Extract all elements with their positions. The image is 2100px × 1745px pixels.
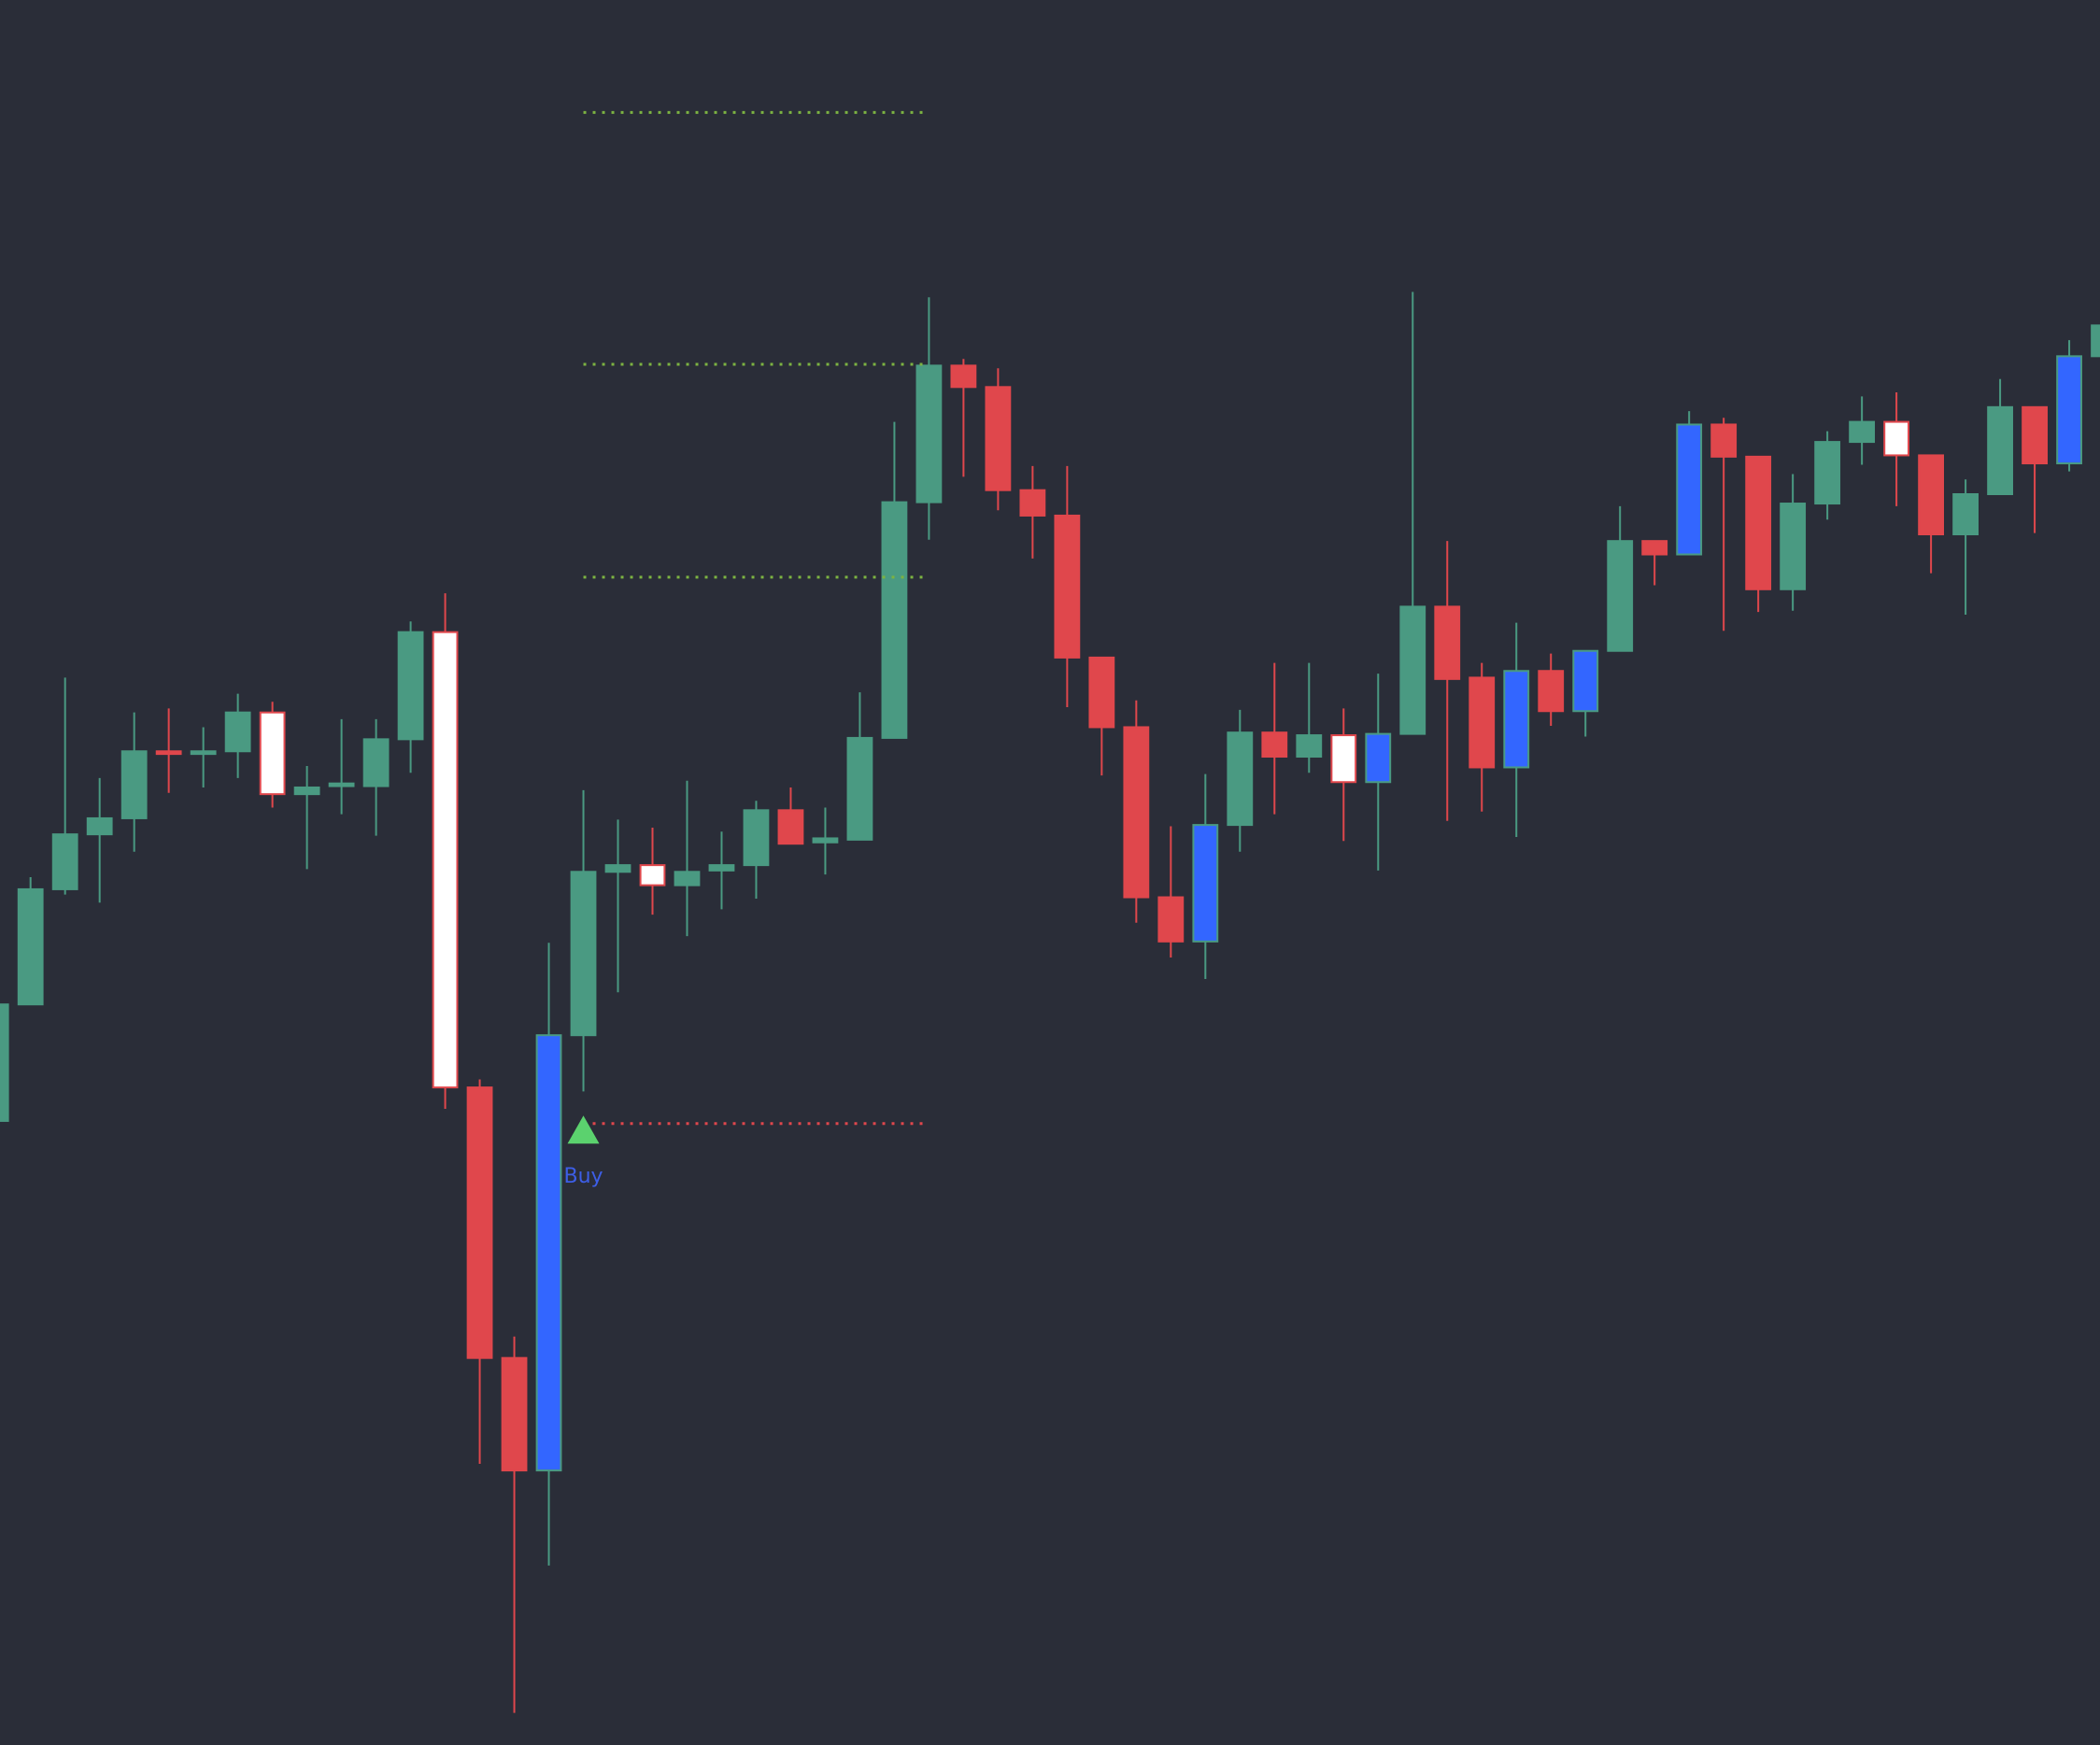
candle-body xyxy=(674,871,701,887)
candle-body xyxy=(1572,649,1599,713)
candle-body xyxy=(2091,324,2100,358)
candle-body xyxy=(1676,423,1703,556)
candle-body xyxy=(604,864,631,873)
candle-body xyxy=(1883,420,1910,457)
candle-body xyxy=(1330,734,1357,784)
candle-body xyxy=(1780,503,1807,590)
candle-body xyxy=(328,782,355,787)
candle-body xyxy=(1814,441,1841,505)
candle-body xyxy=(1469,676,1496,769)
candle-body xyxy=(1054,514,1081,659)
candle-body xyxy=(708,864,735,872)
candle-body xyxy=(1745,455,1772,590)
candle-body xyxy=(1192,824,1219,943)
candle-body xyxy=(293,786,320,796)
candle-body xyxy=(1503,670,1530,769)
candle-body xyxy=(985,386,1012,491)
candle-body xyxy=(155,750,182,756)
candle-body xyxy=(432,631,459,1089)
signal-label: Buy xyxy=(563,1165,603,1188)
candle-body xyxy=(1088,656,1115,729)
candle-body xyxy=(2022,405,2048,465)
candle-body xyxy=(1399,605,1426,735)
candle-body xyxy=(51,833,78,890)
candle-body xyxy=(1123,726,1150,899)
candle-body xyxy=(1918,454,1945,536)
candle-body xyxy=(1434,605,1461,680)
candle-body xyxy=(397,631,424,741)
candle-body xyxy=(881,501,908,739)
candle-body xyxy=(190,750,217,756)
candle-body xyxy=(1987,405,2013,496)
candle-body xyxy=(535,1034,562,1472)
candle-body xyxy=(1261,731,1288,758)
candle-body xyxy=(2056,355,2082,465)
candle-body xyxy=(362,738,390,787)
candle-body xyxy=(1227,731,1254,827)
candle-body xyxy=(501,1356,528,1472)
candle-body xyxy=(777,809,804,845)
candle-body xyxy=(915,364,943,504)
candle-body xyxy=(1641,540,1668,556)
candle-body xyxy=(1538,670,1565,713)
candle-body xyxy=(121,750,148,819)
candle-body xyxy=(1019,489,1046,517)
candle-body xyxy=(743,809,770,867)
candle-body xyxy=(639,864,666,887)
candle-body xyxy=(17,887,44,1006)
candle-body xyxy=(1952,493,1979,536)
candle-body xyxy=(224,711,251,753)
candle-body xyxy=(259,711,286,796)
candle-body xyxy=(812,837,839,844)
candle-body xyxy=(846,736,873,841)
candle-body xyxy=(86,816,113,836)
candle-body xyxy=(1710,423,1738,458)
candle-body xyxy=(1365,732,1392,784)
candle-body xyxy=(950,364,977,389)
buy-marker xyxy=(567,1115,600,1144)
candle-body xyxy=(570,871,597,1037)
candle-body xyxy=(1296,734,1323,758)
candle-body xyxy=(1607,540,1634,652)
candle-body xyxy=(1157,896,1185,943)
candle-body xyxy=(1849,420,1876,444)
candle-body xyxy=(0,1003,9,1122)
candle-body xyxy=(466,1086,493,1359)
